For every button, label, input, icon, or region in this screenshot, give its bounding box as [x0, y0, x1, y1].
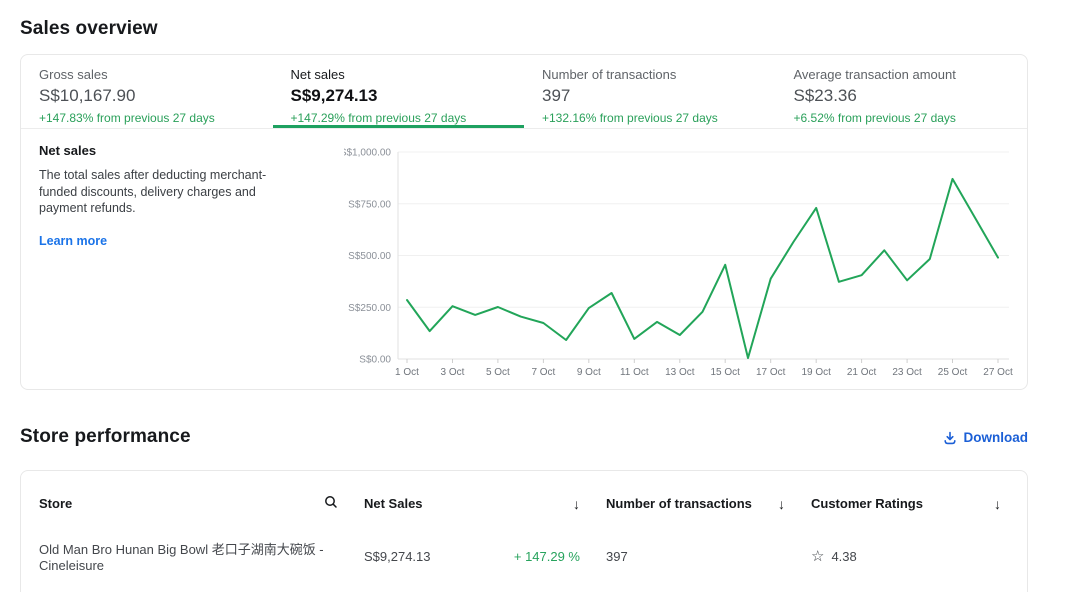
svg-text:S$500.00: S$500.00 — [348, 251, 391, 262]
table-header-row: Store Net Sales ↓ Number of transactions… — [21, 495, 1027, 512]
net-sales-change: + 147.29 % — [513, 548, 580, 564]
learn-more-link[interactable]: Learn more — [39, 233, 108, 248]
svg-text:17 Oct: 17 Oct — [756, 367, 786, 378]
rating-value: 4.38 — [831, 548, 857, 564]
metric-label: Gross sales — [39, 67, 108, 82]
svg-text:7 Oct: 7 Oct — [531, 367, 555, 378]
tab-average-transaction-amount[interactable]: Average transaction amount S$23.36 +6.52… — [776, 55, 1028, 128]
column-label: Customer Ratings — [811, 496, 923, 511]
column-header-transactions: Number of transactions ↓ — [606, 495, 811, 512]
column-header-net-sales: Net Sales ↓ — [364, 495, 606, 512]
sort-down-icon[interactable]: ↓ — [994, 495, 1001, 512]
metric-change: +132.16% from previous 27 days — [542, 111, 718, 125]
svg-text:15 Oct: 15 Oct — [710, 367, 740, 378]
metric-change: +147.29% from previous 27 days — [290, 111, 467, 125]
download-button[interactable]: Download — [943, 430, 1029, 445]
sales-overview-card: Gross sales S$10,167.90 +147.83% from pr… — [20, 54, 1028, 390]
table-row[interactable]: Old Man Bro Hunan Big Bowl 老口子湖南大碗饭 - Ci… — [21, 539, 1027, 573]
net-sales-line-chart[interactable]: S$0.00 S$250.00 S$500.00 S$750.00 S$1,000.00… — [340, 131, 1029, 383]
star-icon: ☆ — [811, 547, 825, 565]
column-label: Store — [39, 496, 73, 511]
store-performance-title: Store performance — [20, 426, 191, 447]
metric-label: Average transaction amount — [793, 67, 956, 82]
search-icon[interactable] — [324, 495, 338, 512]
metric-value: S$10,167.90 — [39, 86, 136, 105]
column-header-store: Store — [39, 495, 364, 512]
rating-cell: ☆ 4.38 — [811, 539, 1027, 573]
metric-label: Net sales — [290, 67, 345, 82]
svg-text:19 Oct: 19 Oct — [801, 367, 831, 378]
tab-gross-sales[interactable]: Gross sales S$10,167.90 +147.83% from pr… — [21, 55, 273, 128]
svg-text:S$750.00: S$750.00 — [348, 199, 391, 210]
metric-tabs: Gross sales S$10,167.90 +147.83% from pr… — [21, 55, 1027, 129]
svg-text:3 Oct: 3 Oct — [441, 367, 465, 378]
download-label: Download — [963, 430, 1029, 445]
store-performance-card: Store Net Sales ↓ Number of transactions… — [20, 470, 1028, 592]
metric-change: +6.52% from previous 27 days — [793, 111, 956, 125]
metric-label: Number of transactions — [542, 67, 677, 82]
metric-value: S$23.36 — [793, 86, 857, 105]
svg-text:S$1,000.00: S$1,000.00 — [344, 148, 391, 159]
svg-text:27 Oct: 27 Oct — [983, 367, 1013, 378]
column-label: Number of transactions — [606, 496, 752, 511]
svg-text:S$250.00: S$250.00 — [348, 303, 391, 314]
svg-text:11 Oct: 11 Oct — [620, 367, 649, 378]
svg-text:21 Oct: 21 Oct — [847, 367, 877, 378]
transactions-cell: 397 — [606, 539, 811, 573]
download-icon — [943, 431, 957, 445]
sort-down-icon[interactable]: ↓ — [778, 495, 785, 512]
metric-description-title: Net sales — [39, 143, 97, 158]
sort-down-icon[interactable]: ↓ — [573, 495, 580, 512]
svg-text:1 Oct: 1 Oct — [395, 367, 419, 378]
net-sales-value: S$9,274.13 — [364, 548, 431, 564]
transactions-value: 397 — [606, 548, 628, 564]
sales-overview-title: Sales overview — [20, 18, 158, 39]
column-header-customer-ratings: Customer Ratings ↓ — [811, 495, 1027, 512]
svg-text:9 Oct: 9 Oct — [577, 367, 601, 378]
net-sales-cell: S$9,274.13 + 147.29 % — [364, 539, 606, 573]
metric-value: S$9,274.13 — [290, 86, 378, 105]
store-name: Old Man Bro Hunan Big Bowl 老口子湖南大碗饭 - Ci… — [39, 542, 324, 573]
metric-change: +147.83% from previous 27 days — [39, 111, 215, 125]
svg-text:13 Oct: 13 Oct — [665, 367, 695, 378]
column-label: Net Sales — [364, 496, 423, 511]
tab-net-sales[interactable]: Net sales S$9,274.13 +147.29% from previ… — [272, 55, 524, 128]
svg-text:5 Oct: 5 Oct — [486, 367, 510, 378]
metric-description-text: The total sales after deducting merchant… — [39, 168, 267, 215]
svg-text:25 Oct: 25 Oct — [938, 367, 968, 378]
metric-value: 397 — [542, 86, 571, 105]
svg-text:23 Oct: 23 Oct — [892, 367, 922, 378]
store-name-cell: Old Man Bro Hunan Big Bowl 老口子湖南大碗饭 - Ci… — [39, 539, 364, 573]
tab-number-of-transactions[interactable]: Number of transactions 397 +132.16% from… — [524, 55, 776, 128]
metric-description-panel: Net sales The total sales after deductin… — [39, 143, 315, 250]
svg-text:S$0.00: S$0.00 — [359, 355, 391, 366]
line-chart-svg[interactable]: S$0.00 S$250.00 S$500.00 S$750.00 S$1,000.00… — [340, 131, 1029, 383]
